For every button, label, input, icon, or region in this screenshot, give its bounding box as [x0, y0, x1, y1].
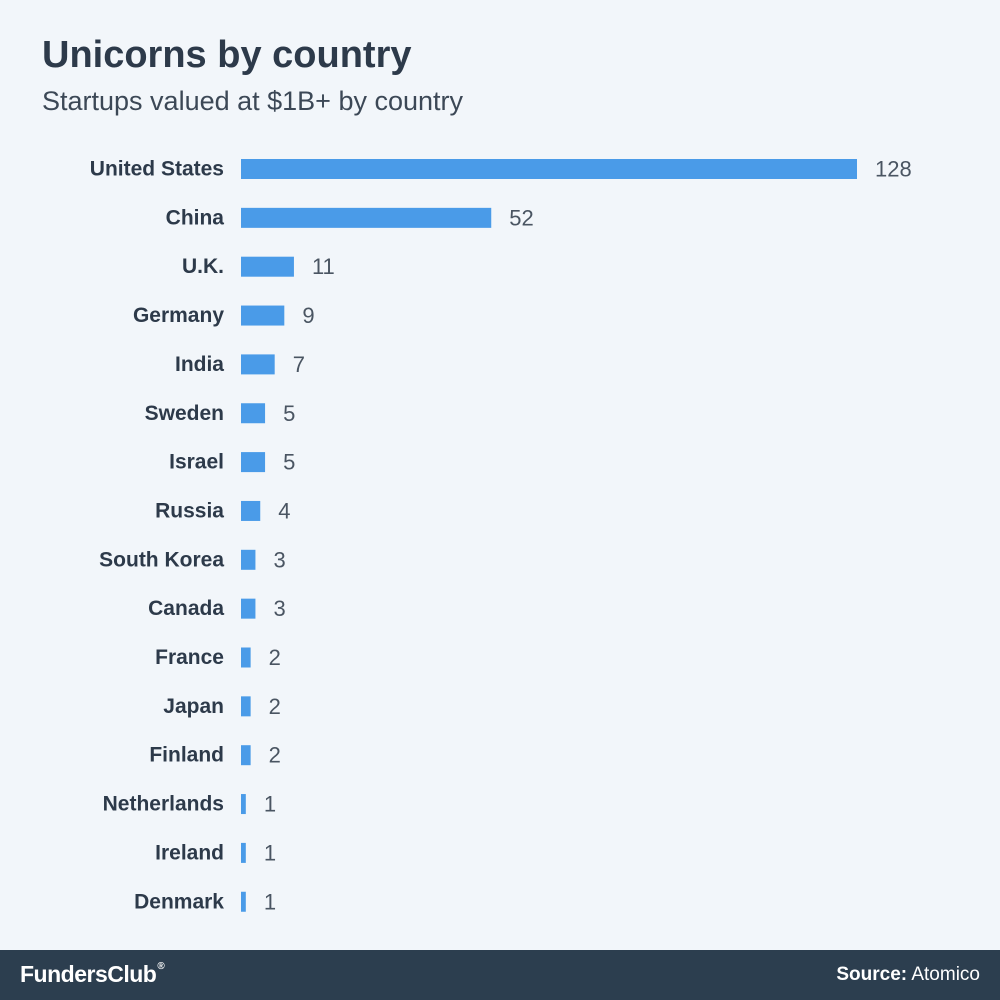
category-label-u-k: U.K.: [182, 255, 224, 278]
bar-china: [241, 207, 492, 228]
bar-france: [241, 647, 251, 668]
bar-israel: [241, 452, 266, 473]
value-label-china: 52: [509, 205, 533, 230]
category-label-ireland: Ireland: [155, 841, 224, 864]
value-label-canada: 3: [273, 596, 285, 621]
category-label-sweden: Sweden: [145, 402, 224, 425]
bar-united-states: [241, 159, 857, 179]
value-label-finland: 2: [269, 743, 281, 768]
category-label-china: China: [166, 206, 225, 229]
category-label-japan: Japan: [163, 695, 224, 718]
category-label-finland: Finland: [149, 744, 224, 767]
bar-netherlands: [241, 794, 246, 815]
value-label-ireland: 1: [264, 840, 276, 865]
value-label-united-states: 128: [875, 157, 912, 182]
bar-denmark: [241, 891, 246, 912]
value-label-russia: 4: [278, 498, 290, 523]
chart-subtitle: Startups valued at $1B+ by country: [42, 86, 464, 116]
value-label-netherlands: 1: [264, 792, 276, 817]
category-label-south-korea: South Korea: [99, 548, 224, 571]
category-label-denmark: Denmark: [134, 890, 224, 913]
category-label-netherlands: Netherlands: [103, 793, 224, 816]
bar-south-korea: [241, 549, 256, 570]
category-label-israel: Israel: [169, 451, 224, 474]
value-label-france: 2: [269, 645, 281, 670]
source-credit: Source: Atomico: [836, 964, 980, 986]
category-label-united-states: United States: [90, 158, 224, 181]
bar-japan: [241, 696, 251, 717]
source-value: Atomico: [911, 964, 980, 985]
bar-india: [241, 354, 275, 375]
value-label-india: 7: [293, 352, 305, 377]
bar-canada: [241, 598, 256, 619]
value-label-israel: 5: [283, 450, 295, 475]
category-label-india: India: [175, 353, 224, 376]
value-label-south-korea: 3: [273, 547, 285, 572]
brand-logo: FundersClub®: [20, 961, 165, 988]
category-label-germany: Germany: [133, 304, 224, 327]
bar-germany: [241, 305, 285, 326]
brand-name: FundersClub: [20, 961, 157, 987]
chart-title: Unicorns by country: [42, 34, 412, 76]
bar-finland: [241, 745, 251, 766]
registered-mark: ®: [157, 961, 165, 972]
bar-u-k: [241, 256, 294, 277]
footer-bar: FundersClub® Source: Atomico: [0, 950, 1000, 1000]
value-label-denmark: 1: [264, 889, 276, 914]
source-label: Source:: [836, 964, 908, 985]
value-label-u-k: 11: [312, 254, 335, 279]
value-label-sweden: 5: [283, 401, 295, 426]
category-label-russia: Russia: [155, 499, 224, 522]
bar-russia: [241, 500, 261, 521]
value-label-japan: 2: [269, 694, 281, 719]
bar-sweden: [241, 403, 266, 424]
category-label-canada: Canada: [148, 597, 224, 620]
bar-ireland: [241, 842, 246, 863]
category-label-france: France: [155, 646, 224, 669]
value-label-germany: 9: [302, 303, 314, 328]
